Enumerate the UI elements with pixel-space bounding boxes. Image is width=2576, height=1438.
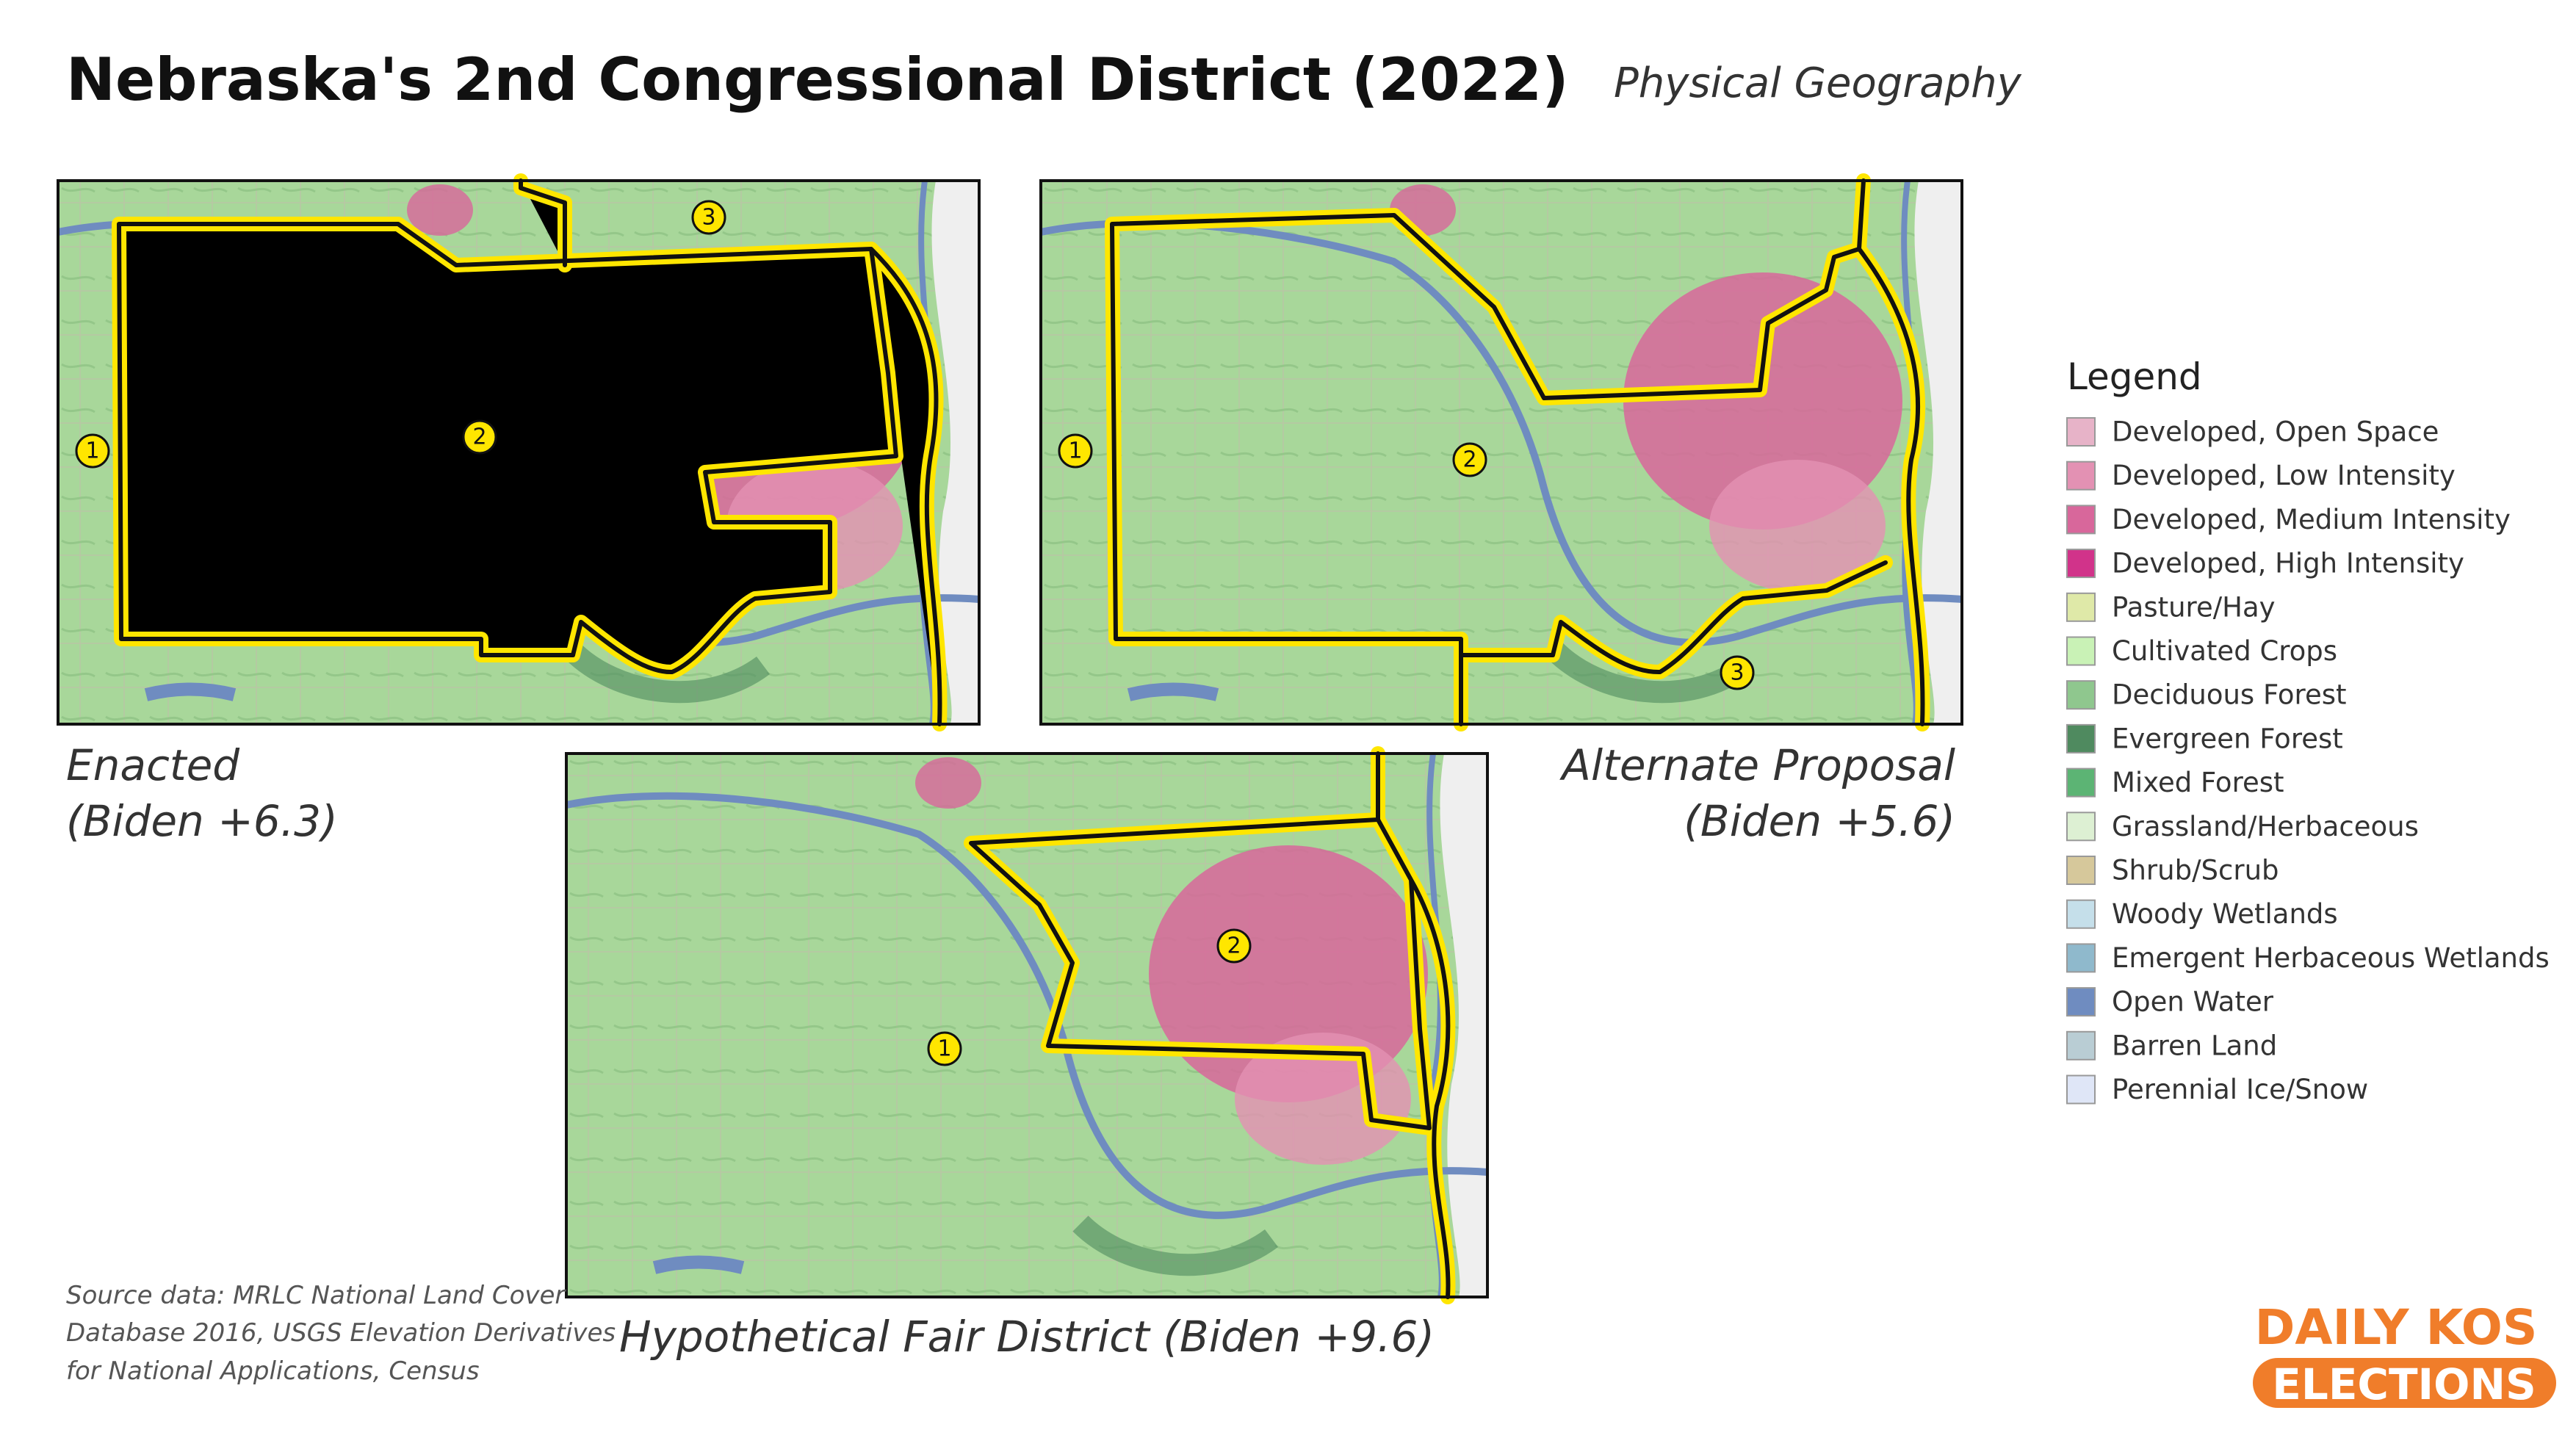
title: Nebraska's 2nd Congressional District (2… [66,46,1569,114]
legend-label: Pasture/Hay [2112,591,2276,623]
map-alternate: 1 2 3 [1039,181,1963,724]
legend-swatch [2066,592,2096,622]
legend-label: Woody Wetlands [2112,898,2338,930]
logo-text: DAILY KOS [2255,1299,2538,1356]
map-caption: Enacted [66,740,240,790]
legend-label: Developed, Medium Intensity [2112,504,2511,535]
legend-label: Grassland/Herbaceous [2112,811,2419,842]
legend-swatch [2066,943,2096,973]
legend-swatch [2066,899,2096,929]
source-text: for National Applications, Census [66,1356,480,1386]
legend-swatch [2066,680,2096,710]
legend-label: Open Water [2112,986,2274,1018]
legend-swatch [2066,1030,2096,1061]
logo: DAILY KOS ELECTIONS [2253,1299,2556,1409]
legend-label: Cultivated Crops [2112,635,2337,667]
legend-label: Developed, Open Space [2112,416,2439,448]
district-label: 3 [1730,660,1744,686]
map-caption: (Biden +6.3) [66,796,338,846]
legend-label: Barren Land [2112,1030,2277,1061]
district-marker: 2 [462,419,497,455]
map-enacted: 1 2 3 [57,181,981,724]
legend-label: Emergent Herbaceous Wetlands [2112,942,2550,974]
legend-label: Developed, Low Intensity [2112,460,2456,491]
legend-swatch [2066,549,2096,579]
legend-label: Evergreen Forest [2112,723,2343,754]
legend-swatch [2066,636,2096,666]
source-text: Database 2016, USGS Elevation Derivative… [66,1318,616,1348]
district-marker: 3 [691,200,726,235]
district-boundary [119,181,940,724]
legend-label: Shrub/Scrub [2112,855,2279,886]
district-label: 2 [1462,447,1476,473]
district-label: 1 [1068,438,1082,464]
map-caption: Alternate Proposal [1559,740,1955,790]
legend-swatch [2066,812,2096,842]
map-fair: 2 1 [565,754,1489,1297]
legend-swatch [2066,767,2096,798]
district-label: 2 [472,424,486,450]
legend-swatch [2066,856,2096,885]
district-marker: 1 [75,433,110,469]
district-marker: 2 [1216,928,1252,964]
legend-swatch [2066,1074,2096,1105]
district-label: 1 [85,438,99,464]
legend-label: Developed, High Intensity [2112,548,2464,579]
district-marker: 3 [1720,655,1755,690]
subtitle: Physical Geography [1614,59,2022,107]
district-label: 3 [701,205,715,231]
source-text: Source data: MRLC National Land Cover [66,1281,566,1310]
legend: Developed, Open Space Developed, Low Inte… [2066,416,2550,1105]
legend-swatch [2066,505,2096,535]
legend-swatch [2066,987,2096,1017]
legend-title: Legend [2067,355,2202,398]
legend-swatch [2066,460,2096,491]
legend-label: Mixed Forest [2112,767,2284,798]
district-marker: 1 [1058,433,1093,469]
district-label: 1 [937,1036,951,1062]
district-marker: 2 [1452,442,1487,477]
map-caption: (Biden +5.6) [1684,796,1955,846]
legend-label: Deciduous Forest [2112,679,2347,711]
legend-label: Perennial Ice/Snow [2112,1074,2368,1105]
legend-swatch [2066,723,2096,754]
district-label: 2 [1227,933,1241,959]
logo-text: ELECTIONS [2272,1359,2536,1409]
map-caption: Hypothetical Fair District (Biden +9.6) [619,1312,1435,1362]
legend-swatch [2066,417,2096,447]
district-marker: 1 [927,1031,962,1066]
